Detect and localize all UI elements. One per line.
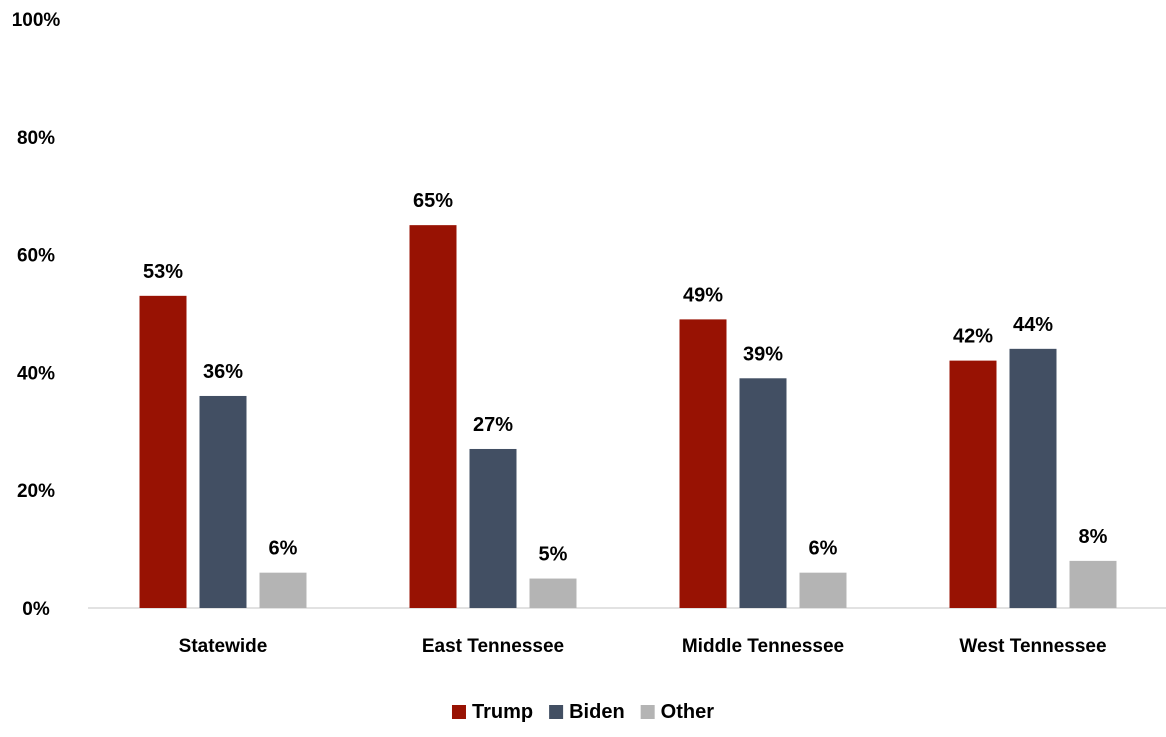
bar-other — [1069, 560, 1117, 608]
bar-biden — [739, 378, 787, 608]
x-tick-label: West Tennessee — [959, 636, 1106, 657]
bar-biden — [199, 395, 247, 608]
bar-other — [529, 578, 577, 608]
data-label: 27% — [473, 414, 513, 436]
bar-other — [259, 572, 307, 608]
data-label: 6% — [809, 538, 838, 560]
legend-label-biden: Biden — [569, 701, 625, 723]
data-label: 65% — [413, 190, 453, 212]
legend-swatch-biden — [549, 705, 564, 719]
legend-label-other: Other — [661, 701, 715, 723]
data-label: 5% — [539, 544, 568, 566]
data-label: 39% — [743, 343, 783, 365]
legend-swatch-trump — [451, 705, 466, 719]
data-label: 42% — [953, 326, 993, 348]
bar-trump — [949, 360, 997, 608]
data-label: 44% — [1013, 314, 1053, 336]
y-tick-label: 60% — [17, 246, 55, 267]
bar-biden — [469, 448, 517, 608]
x-tick-label: Statewide — [179, 636, 268, 657]
bar-trump — [409, 225, 457, 608]
x-tick-label: Middle Tennessee — [682, 636, 844, 657]
bar-biden — [1009, 348, 1057, 608]
bar-other — [799, 572, 847, 608]
data-label: 8% — [1079, 526, 1108, 548]
bar-trump — [679, 319, 727, 608]
legend-swatch-other — [640, 705, 655, 719]
data-label: 49% — [683, 284, 723, 306]
y-tick-label: 80% — [17, 128, 55, 149]
legend-label-trump: Trump — [472, 701, 533, 723]
x-tick-label: East Tennessee — [422, 636, 564, 657]
y-tick-label: 40% — [17, 363, 55, 384]
y-tick-label: 20% — [17, 481, 55, 502]
y-tick-label: 100% — [12, 10, 61, 31]
y-tick-label: 0% — [22, 599, 50, 620]
data-label: 53% — [143, 261, 183, 283]
data-label: 6% — [269, 538, 298, 560]
bar-trump — [139, 295, 187, 608]
data-label: 36% — [203, 361, 243, 383]
